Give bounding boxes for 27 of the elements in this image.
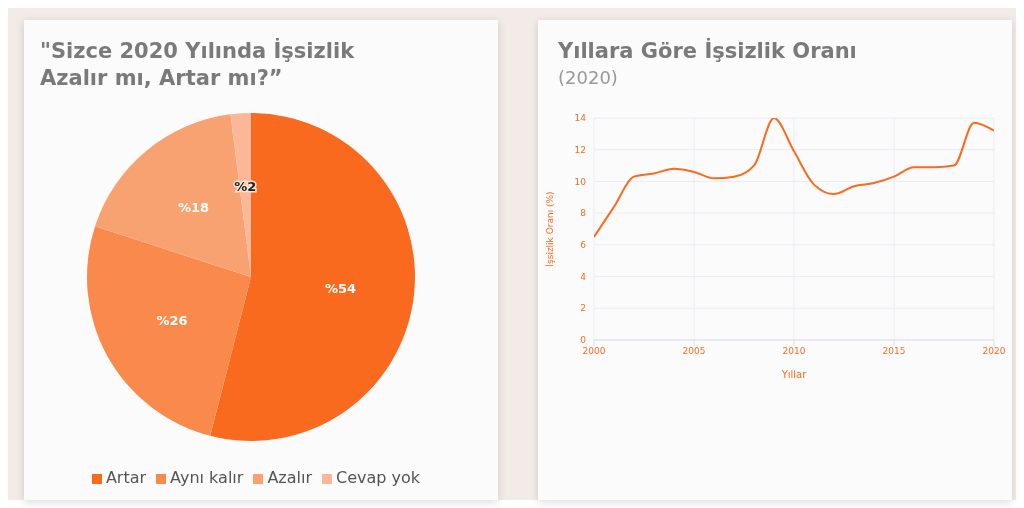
legend-label: Aynı kalır [170, 468, 244, 487]
pie-slice [210, 113, 415, 441]
y-tick-label: 6 [580, 240, 587, 251]
legend-label: Artar [105, 468, 147, 487]
chart-subtitle: (2020) [558, 67, 619, 88]
x-tick-label: 2015 [882, 346, 906, 357]
y-tick-label: 2 [580, 303, 586, 314]
data-label: %18 [177, 200, 210, 215]
y-tick-label: 14 [574, 113, 587, 124]
pie-slice [87, 226, 251, 436]
y-tick-label: 0 [580, 335, 587, 346]
y-tick-label: 8 [580, 208, 587, 219]
y-tick-label: 12 [574, 144, 586, 155]
x-tick-label: 2020 [982, 346, 1006, 357]
chart-title: "Sizce 2020 Yılında İşsizlik Azalır mı, Artar mı?” [40, 38, 356, 92]
data-label: %26 [156, 312, 188, 328]
y-tick-label: 10 [574, 176, 587, 187]
y-axis-title: İşsizlik Oranı (%) [545, 191, 556, 267]
y-tick-label: 4 [580, 271, 587, 282]
legend-label: Azalır [267, 468, 312, 487]
legend-label: Cevap yok [336, 468, 421, 487]
chart-title: Yıllara Göre İşsizlik Oranı [558, 38, 858, 65]
x-tick-label: 2000 [582, 346, 606, 357]
data-label: %54 [324, 280, 357, 296]
x-tick-label: 2005 [682, 346, 706, 357]
x-tick-label: 2010 [782, 346, 806, 357]
x-axis-title: Yıllar [780, 369, 808, 380]
